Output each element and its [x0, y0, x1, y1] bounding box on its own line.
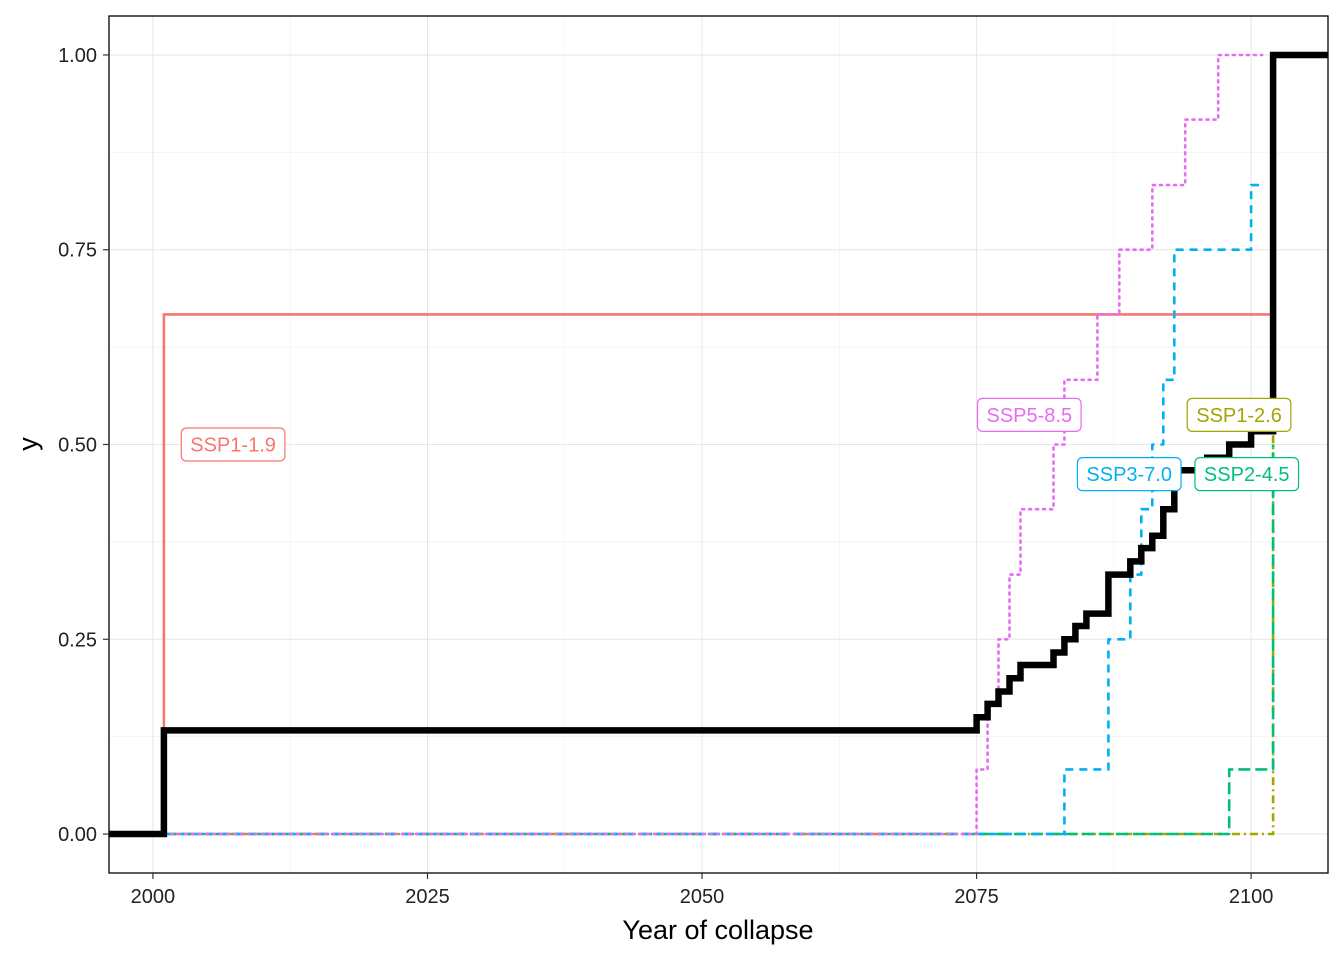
x-axis-title: Year of collapse — [622, 915, 813, 945]
x-tick-label: 2025 — [405, 886, 450, 908]
y-tick-label: 1.00 — [58, 45, 97, 67]
series-label-text: SSP5-8.5 — [986, 405, 1072, 427]
y-tick-label: 0.25 — [58, 629, 97, 651]
series-label-text: SSP1-1.9 — [190, 435, 276, 457]
series-label-ssp2-4-5: SSP2-4.5 — [1194, 457, 1300, 492]
series-line-ssp3-7-0 — [163, 183, 1263, 836]
series-label-ssp1-2-6: SSP1-2.6 — [1186, 397, 1292, 432]
series-label-box — [180, 427, 286, 462]
y-axis-title: y — [13, 437, 43, 451]
y-tick-label: 0.00 — [58, 824, 97, 846]
x-axis-ticks: 2000 2025 2050 2075 2100 — [131, 873, 1274, 908]
series-label-box — [976, 397, 1082, 432]
series-label-box — [1194, 457, 1300, 492]
series-label-ssp1-1-9: SSP1-1.9 — [180, 427, 286, 462]
x-tick-label: 2075 — [954, 886, 999, 908]
series-label-box — [1186, 397, 1292, 432]
y-tick-label: 0.75 — [58, 240, 97, 262]
series-label-layer: SSP1-1.9 SSP5-8.5 SSP1-2.6 SSP3-7.0 SSP2-4.5 — [180, 397, 1300, 492]
series-label-ssp5-8-5: SSP5-8.5 — [976, 397, 1082, 432]
series-label-ssp3-7-0: SSP3-7.0 — [1076, 457, 1182, 492]
x-tick-label: 2000 — [131, 886, 176, 908]
series-line-ssp1-1-9 — [162, 313, 1274, 834]
y-tick-label: 0.50 — [58, 435, 97, 457]
series-label-text: SSP3-7.0 — [1086, 464, 1172, 486]
series-label-text: SSP2-4.5 — [1204, 464, 1290, 486]
y-axis-ticks: 0.00 0.25 0.50 0.75 1.00 — [58, 45, 109, 846]
series-label-text: SSP1-2.6 — [1196, 405, 1282, 427]
x-tick-label: 2050 — [680, 886, 725, 908]
series-line-ssp2-4-5 — [163, 444, 1275, 836]
series-label-box — [1076, 457, 1182, 492]
x-tick-label: 2100 — [1229, 886, 1274, 908]
